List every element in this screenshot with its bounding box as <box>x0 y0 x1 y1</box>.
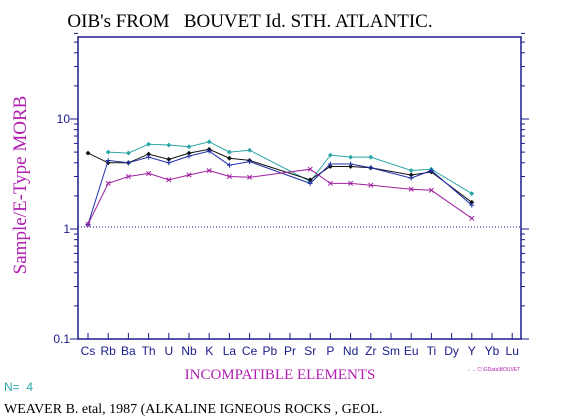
data-point <box>125 150 131 156</box>
x-tick-label: P <box>326 344 334 358</box>
x-tick-label: Pr <box>284 344 296 358</box>
data-point <box>327 180 333 186</box>
x-tick-label: Ti <box>427 344 437 358</box>
data-point <box>186 153 192 159</box>
data-point <box>125 173 131 180</box>
series-1 <box>105 139 475 196</box>
x-tick-label: Eu <box>404 344 419 358</box>
series-line <box>108 141 473 195</box>
data-series <box>85 139 475 228</box>
data-point <box>469 191 475 196</box>
data-point <box>368 182 374 188</box>
series-4 <box>85 166 475 228</box>
x-tick-label: La <box>223 344 237 358</box>
x-axis-label: INCOMPATIBLE ELEMENTS <box>185 367 376 383</box>
data-point <box>186 172 192 178</box>
x-tick-label: Dy <box>444 344 459 358</box>
x-tick-label: Lu <box>506 344 519 358</box>
data-point <box>146 154 152 160</box>
x-tick-label: Nb <box>181 344 197 358</box>
data-point <box>368 154 374 160</box>
x-tick-label: U <box>164 344 173 358</box>
data-point <box>469 202 475 208</box>
data-point <box>105 180 111 186</box>
data-point <box>247 159 253 165</box>
plot-frame <box>77 36 522 340</box>
file-path-note: →→ C:\GData\BOUVET <box>466 367 520 373</box>
data-point <box>125 160 131 166</box>
data-point <box>146 141 152 147</box>
x-tick-label: Zr <box>365 344 376 358</box>
data-point <box>186 144 192 150</box>
data-point <box>166 142 172 148</box>
data-point <box>348 180 354 186</box>
data-point <box>327 161 333 167</box>
data-point <box>146 170 152 176</box>
y-tick-label: 0.1 <box>53 332 70 346</box>
y-axis-ticks-right <box>521 32 529 340</box>
x-tick-label: Sr <box>304 344 316 358</box>
y-tick-label: 1 <box>63 222 70 236</box>
data-point <box>348 161 354 167</box>
x-tick-label: Rb <box>101 344 117 358</box>
data-point <box>105 157 111 163</box>
data-point <box>226 155 232 161</box>
y-axis-ticks-left <box>70 32 78 340</box>
data-point <box>348 154 354 160</box>
x-tick-label: Cs <box>81 344 96 358</box>
x-tick-label: K <box>205 344 213 358</box>
data-point <box>408 175 414 181</box>
data-point <box>247 147 253 153</box>
data-point <box>327 152 333 158</box>
x-tick-label: Ce <box>242 344 258 358</box>
data-point <box>206 167 212 174</box>
x-tick-labels: Cs Rb Ba Th U Nb K La Ce Pb Pr Sr P Nd Zr Sm Eu Ti Dy Y Yb Lu <box>81 344 519 358</box>
series-3 <box>85 148 475 227</box>
series-line <box>87 150 473 225</box>
x-tick-label: Pb <box>262 344 277 358</box>
data-point <box>428 187 434 193</box>
data-point <box>408 168 414 173</box>
citation: WEAVER B. etal, 1987 (ALKALINE IGNEOUS R… <box>4 402 383 417</box>
x-tick-label: Yb <box>485 344 500 358</box>
series-line <box>87 168 473 225</box>
data-point <box>206 139 212 145</box>
data-point <box>307 180 313 186</box>
data-point <box>307 166 313 172</box>
x-tick-label: Th <box>142 344 156 358</box>
data-point <box>226 149 232 155</box>
data-point <box>85 221 91 228</box>
sample-count-label: N= 4 <box>4 380 33 394</box>
y-tick-labels: 10 1 0.1 <box>53 112 70 346</box>
data-point <box>85 150 91 156</box>
data-point <box>166 177 172 183</box>
data-point <box>226 162 232 168</box>
data-point <box>428 168 434 174</box>
data-point <box>226 173 232 180</box>
y-tick-label: 10 <box>57 112 71 126</box>
x-tick-label: Sm <box>382 344 400 358</box>
y-axis-label: Sample/E-Type MORB <box>10 96 31 275</box>
data-point <box>247 174 253 180</box>
data-point <box>469 215 475 221</box>
x-tick-label: Ba <box>121 344 136 358</box>
series-line <box>87 148 473 203</box>
x-tick-label: Y <box>468 344 476 358</box>
x-axis-ticks <box>87 333 513 339</box>
data-point <box>166 160 172 166</box>
chart-title: OIB's FROM BOUVET Id. STH. ATLANTIC. <box>67 11 432 32</box>
data-point <box>348 164 354 169</box>
data-point <box>408 186 414 192</box>
data-point <box>206 148 212 154</box>
series-2 <box>85 146 475 205</box>
data-point <box>368 165 374 171</box>
x-tick-label: Nd <box>343 344 358 358</box>
data-point <box>105 149 111 155</box>
